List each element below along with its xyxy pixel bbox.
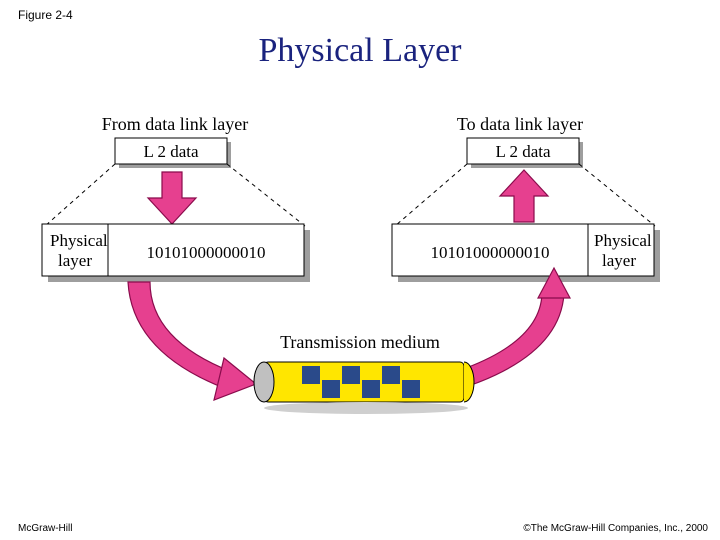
phys-box-left: Physical layer 10101000000010 bbox=[42, 224, 310, 282]
up-arrow-right bbox=[500, 170, 548, 222]
svg-text:L 2 data: L 2 data bbox=[143, 142, 199, 161]
curve-arrow-right bbox=[466, 268, 570, 384]
figure-number: Figure 2-4 bbox=[18, 8, 73, 22]
svg-text:Physical: Physical bbox=[50, 231, 108, 250]
svg-text:layer: layer bbox=[58, 251, 92, 270]
svg-text:layer: layer bbox=[602, 251, 636, 270]
l2-box-right: L 2 data bbox=[467, 138, 583, 168]
svg-text:Physical: Physical bbox=[594, 231, 652, 250]
diagram: From data link layer L 2 data Physical l… bbox=[0, 90, 720, 490]
from-label: From data link layer bbox=[102, 114, 248, 134]
svg-text:L 2 data: L 2 data bbox=[495, 142, 551, 161]
trans-label: Transmission medium bbox=[280, 332, 440, 352]
footer-right: ©The McGraw-Hill Companies, Inc., 2000 bbox=[523, 523, 708, 534]
down-arrow-left bbox=[148, 172, 196, 224]
page-title: Physical Layer bbox=[0, 32, 720, 70]
to-label: To data link layer bbox=[457, 114, 583, 134]
phys-box-right: 10101000000010 Physical layer bbox=[392, 224, 660, 282]
cable bbox=[254, 362, 474, 414]
l2-box-left: L 2 data bbox=[115, 138, 231, 168]
svg-text:10101000000010: 10101000000010 bbox=[147, 243, 266, 262]
curve-arrow-left bbox=[128, 282, 256, 400]
svg-text:10101000000010: 10101000000010 bbox=[431, 243, 550, 262]
footer-left: McGraw-Hill bbox=[18, 523, 72, 534]
